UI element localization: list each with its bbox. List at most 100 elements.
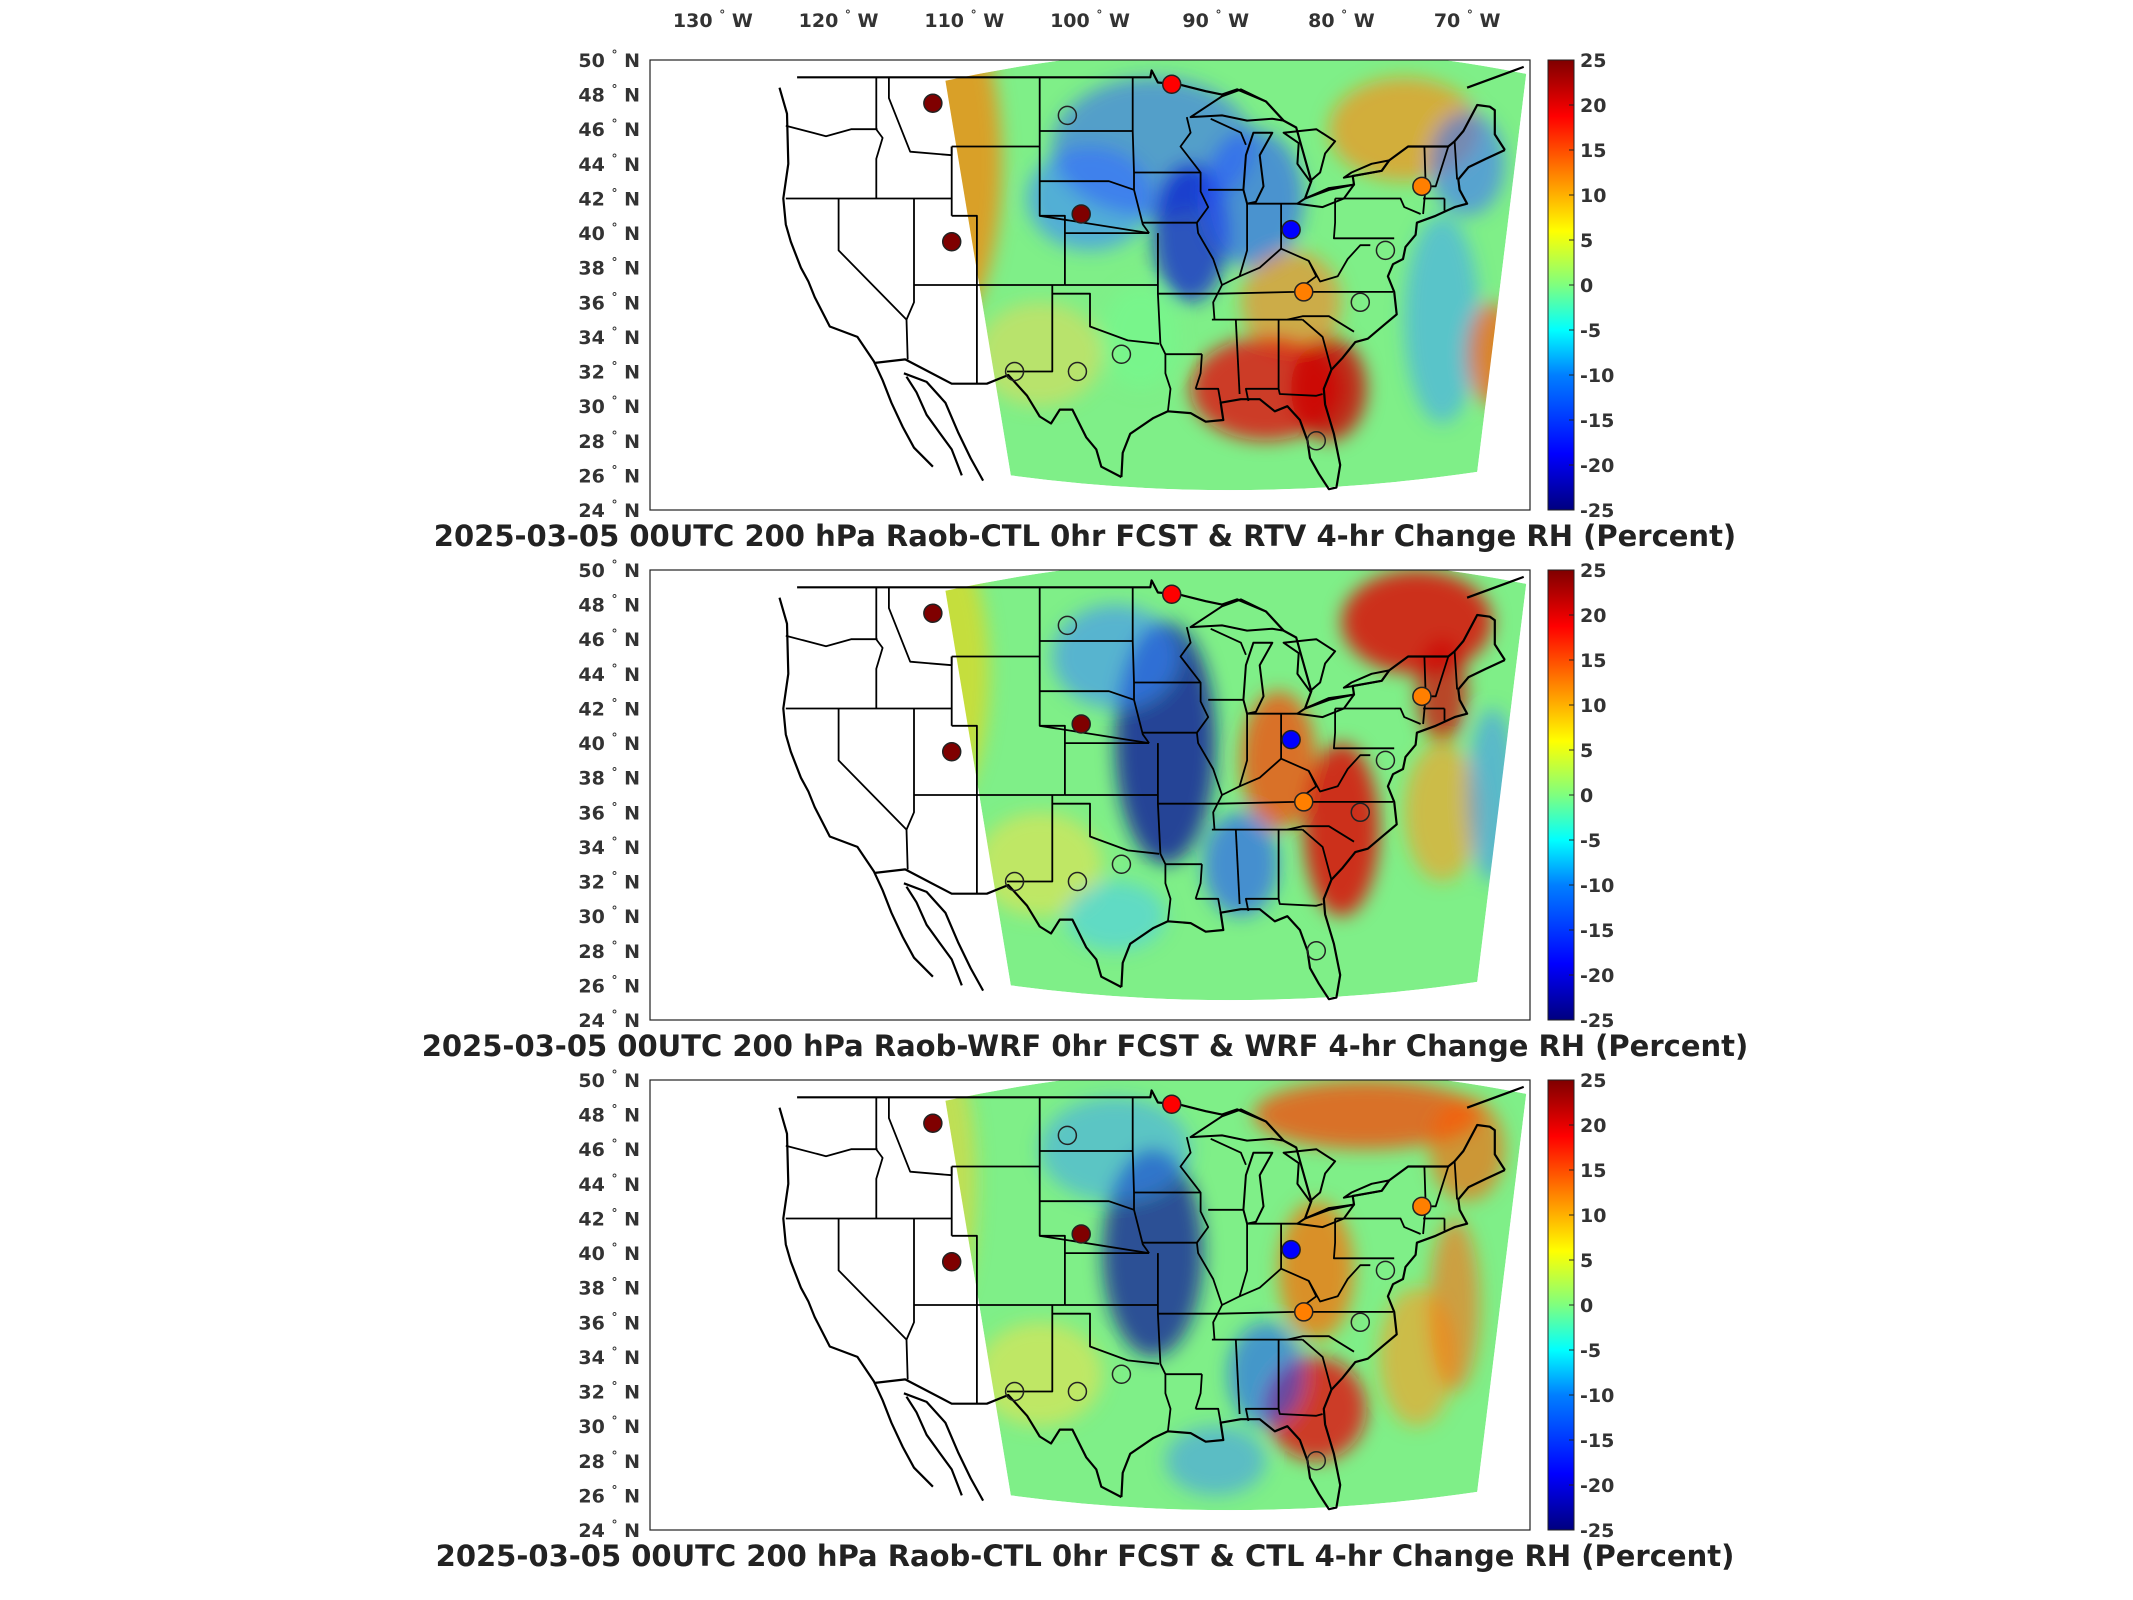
raob-stations	[923, 74, 1432, 451]
latitude-label: 30 ° N	[578, 394, 640, 418]
latitude-label: 34 ° N	[578, 835, 640, 859]
colorbar-tick-label: -25	[1580, 1010, 1614, 1032]
map-frame	[649, 59, 1531, 511]
station-marker	[1375, 240, 1396, 261]
latitude-label: 28 ° N	[578, 429, 640, 453]
station-marker	[1281, 219, 1301, 240]
station-marker	[1412, 686, 1432, 707]
latitude-label: 26 ° N	[578, 463, 640, 487]
colorbar-tick-label: 15	[1580, 1160, 1606, 1182]
station-marker	[1111, 854, 1132, 874]
longitude-label: 90 ° W	[1182, 8, 1249, 32]
latitude-label: 44 ° N	[578, 1172, 640, 1196]
colorbar-tick-label: 5	[1580, 740, 1593, 762]
station-marker	[923, 1113, 943, 1134]
colorbar-tick-label: -15	[1580, 410, 1614, 432]
latitude-label: 44 ° N	[578, 152, 640, 176]
map-panel: 50 ° N 48 ° N 46 ° N 44 ° N 42 ° N 40 ° N 38 °…	[436, 1068, 1735, 1573]
station-marker	[1071, 714, 1091, 734]
colorbar-tick-label: -20	[1580, 1475, 1614, 1497]
latitude-label: 26 ° N	[578, 1483, 640, 1507]
latitude-label: 32 ° N	[578, 870, 640, 894]
colorbar-tick-label: -5	[1580, 320, 1601, 342]
latitude-label: 50 ° N	[578, 1068, 640, 1092]
raob-stations	[923, 1094, 1432, 1471]
colorbar-tick-label: 0	[1580, 275, 1593, 297]
colorbar-tick-label: 25	[1580, 1070, 1606, 1092]
station-marker	[1067, 871, 1088, 892]
latitude-label: 24 ° N	[578, 1518, 640, 1542]
colorbar-tick-label: -20	[1580, 455, 1614, 477]
colorbar-tick-label: 20	[1580, 605, 1606, 627]
map-frame	[649, 569, 1531, 1021]
latitude-label: 36 ° N	[578, 290, 640, 314]
latitude-label: 24 ° N	[578, 1008, 640, 1032]
colorbar-tick-label: 10	[1580, 1205, 1606, 1227]
station-marker	[1071, 204, 1091, 224]
colorbar-tick-label: 0	[1580, 785, 1593, 807]
station-marker	[1293, 282, 1314, 302]
longitude-label: 110 ° W	[924, 8, 1004, 32]
panel-title: 2025-03-05 00UTC 200 hPa Raob-CTL 0hr FC…	[436, 1539, 1735, 1573]
colorbar-tick-label: 20	[1580, 95, 1606, 117]
station-marker	[1306, 941, 1327, 961]
station-marker	[1161, 1094, 1182, 1114]
latitude-label: 42 ° N	[578, 696, 640, 720]
station-marker	[1057, 615, 1078, 636]
colorbar-tick-label: -10	[1580, 875, 1614, 897]
colorbar-tick-label: -15	[1580, 920, 1614, 942]
latitude-label: 32 ° N	[578, 360, 640, 384]
latitude-label: 42 ° N	[578, 186, 640, 210]
colorbar-tick-label: 10	[1580, 695, 1606, 717]
colorbar-tick-label: 15	[1580, 650, 1606, 672]
panel-title: 2025-03-05 00UTC 200 hPa Raob-WRF 0hr FC…	[422, 1029, 1749, 1063]
colorbar-tick-label: 5	[1580, 1250, 1593, 1272]
boundaries	[778, 65, 1525, 491]
latitude-label: 50 ° N	[578, 48, 640, 72]
latitude-label: 28 ° N	[578, 939, 640, 963]
station-marker	[1067, 1381, 1088, 1402]
station-marker	[1071, 1224, 1091, 1244]
latitude-label: 38 ° N	[578, 256, 640, 280]
station-marker	[1281, 1239, 1301, 1260]
colorbar-tick-label: -5	[1580, 830, 1601, 852]
longitude-label: 120 ° W	[799, 8, 879, 32]
station-marker	[1057, 1125, 1078, 1146]
latitude-label: 36 ° N	[578, 1310, 640, 1334]
colorbar-tick-label: 25	[1580, 560, 1606, 582]
station-marker	[923, 603, 943, 624]
longitude-label: 70 ° W	[1434, 8, 1501, 32]
colorbar-tick-label: -10	[1580, 365, 1614, 387]
station-marker	[941, 741, 962, 762]
latitude-label: 34 ° N	[578, 1345, 640, 1369]
latitude-label: 40 ° N	[578, 221, 640, 245]
station-marker	[1350, 292, 1371, 313]
latitude-label: 48 ° N	[578, 1103, 640, 1127]
latitude-label: 26 ° N	[578, 973, 640, 997]
latitude-label: 34 ° N	[578, 325, 640, 349]
colorbar-tick-label: 5	[1580, 230, 1593, 252]
map-panel: 50 ° N 48 ° N 46 ° N 44 ° N 42 ° N 40 ° N 38 °…	[422, 558, 1749, 1063]
map-panel: 50 ° N 48 ° N 46 ° N 44 ° N 42 ° N 40 ° N 38 °…	[434, 48, 1736, 553]
station-marker	[1004, 361, 1025, 382]
panel-title: 2025-03-05 00UTC 200 hPa Raob-CTL 0hr FC…	[434, 519, 1736, 553]
longitude-label: 130 ° W	[673, 8, 753, 32]
station-marker	[1350, 1312, 1371, 1333]
longitude-labels: 130 ° W 120 ° W 110 ° W 100 ° W 90 ° W 80 ° W…	[673, 8, 1501, 32]
colorbar-tick-label: 10	[1580, 185, 1606, 207]
station-marker	[941, 1251, 962, 1272]
latitude-label: 38 ° N	[578, 766, 640, 790]
station-marker	[941, 231, 962, 252]
latitude-label: 44 ° N	[578, 662, 640, 686]
station-marker	[1293, 1302, 1314, 1322]
station-marker	[1111, 1364, 1132, 1384]
colorbar-tick-label: 0	[1580, 1295, 1593, 1317]
latitude-label: 50 ° N	[578, 558, 640, 582]
latitude-label: 40 ° N	[578, 1241, 640, 1265]
latitude-label: 46 ° N	[578, 117, 640, 141]
latitude-label: 30 ° N	[578, 904, 640, 928]
latitude-label: 42 ° N	[578, 1206, 640, 1230]
station-marker	[1293, 792, 1314, 812]
latitude-label: 48 ° N	[578, 593, 640, 617]
